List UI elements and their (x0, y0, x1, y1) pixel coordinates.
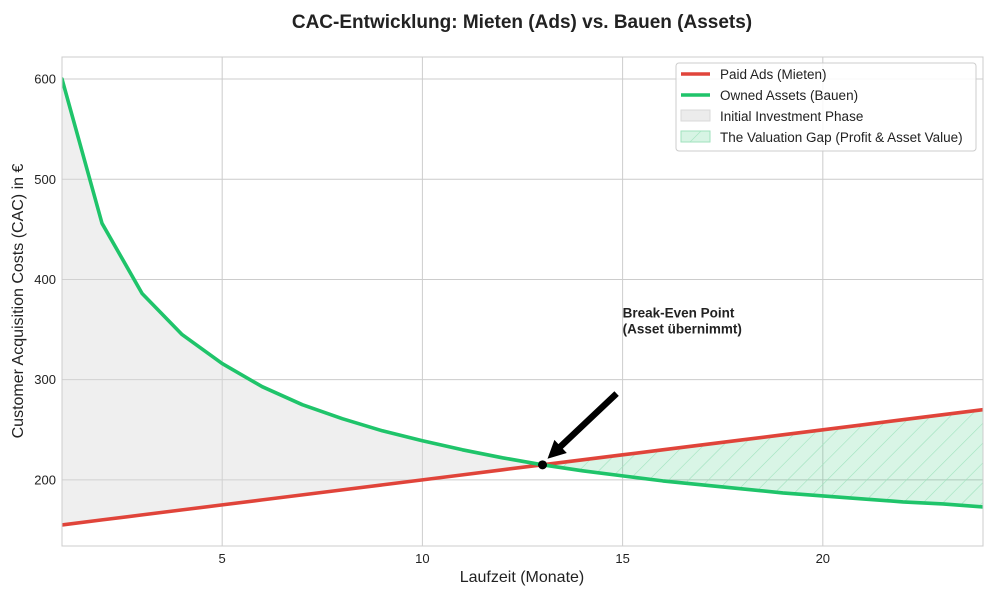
y-tick-label-500: 500 (34, 172, 56, 187)
legend-label-paid-ads: Paid Ads (Mieten) (720, 67, 827, 82)
legend-label-valuation-gap: The Valuation Gap (Profit & Asset Value) (720, 130, 963, 145)
break-even-point (538, 460, 548, 470)
legend: Paid Ads (Mieten) Owned Assets (Bauen) I… (675, 62, 977, 152)
x-axis-label: Laufzeit (Monate) (460, 569, 585, 586)
x-tick-label-15: 15 (615, 551, 629, 566)
legend-box (675, 62, 977, 152)
area-valuation-gap-hatch (542, 409, 983, 507)
y-tick-label-200: 200 (34, 472, 56, 487)
x-tick-label-5: 5 (219, 551, 226, 566)
x-tick-label-10: 10 (415, 551, 429, 566)
legend-swatch-initial-investment (680, 109, 711, 122)
series-lines (62, 77, 983, 527)
x-tick-label-20: 20 (816, 551, 830, 566)
break-even-annotation: Break-Even Point (Asset übernimmt) (538, 306, 742, 470)
annotation-arrow (547, 391, 619, 459)
tick-labels: 5 10 15 20 200 300 400 500 600 (34, 72, 830, 566)
series-line-0 (62, 407, 983, 527)
legend-swatch-valuation-gap-hatch (681, 131, 710, 142)
area-initial-investment (62, 79, 543, 525)
shaded-areas (62, 79, 983, 525)
legend-label-initial-investment: Initial Investment Phase (720, 109, 863, 124)
legend-label-owned-assets: Owned Assets (Bauen) (720, 88, 858, 103)
y-tick-label-400: 400 (34, 272, 56, 287)
chart-title: CAC-Entwicklung: Mieten (Ads) vs. Bauen … (292, 12, 752, 33)
annotation-line-2: (Asset übernimmt) (623, 322, 742, 337)
series-line-1 (62, 77, 983, 509)
y-tick-label-600: 600 (34, 72, 56, 87)
plot-frame (61, 56, 984, 547)
annotation-line-1: Break-Even Point (623, 306, 735, 321)
y-axis-label: Customer Acquisition Costs (CAC) in € (10, 164, 27, 439)
y-tick-label-300: 300 (34, 372, 56, 387)
